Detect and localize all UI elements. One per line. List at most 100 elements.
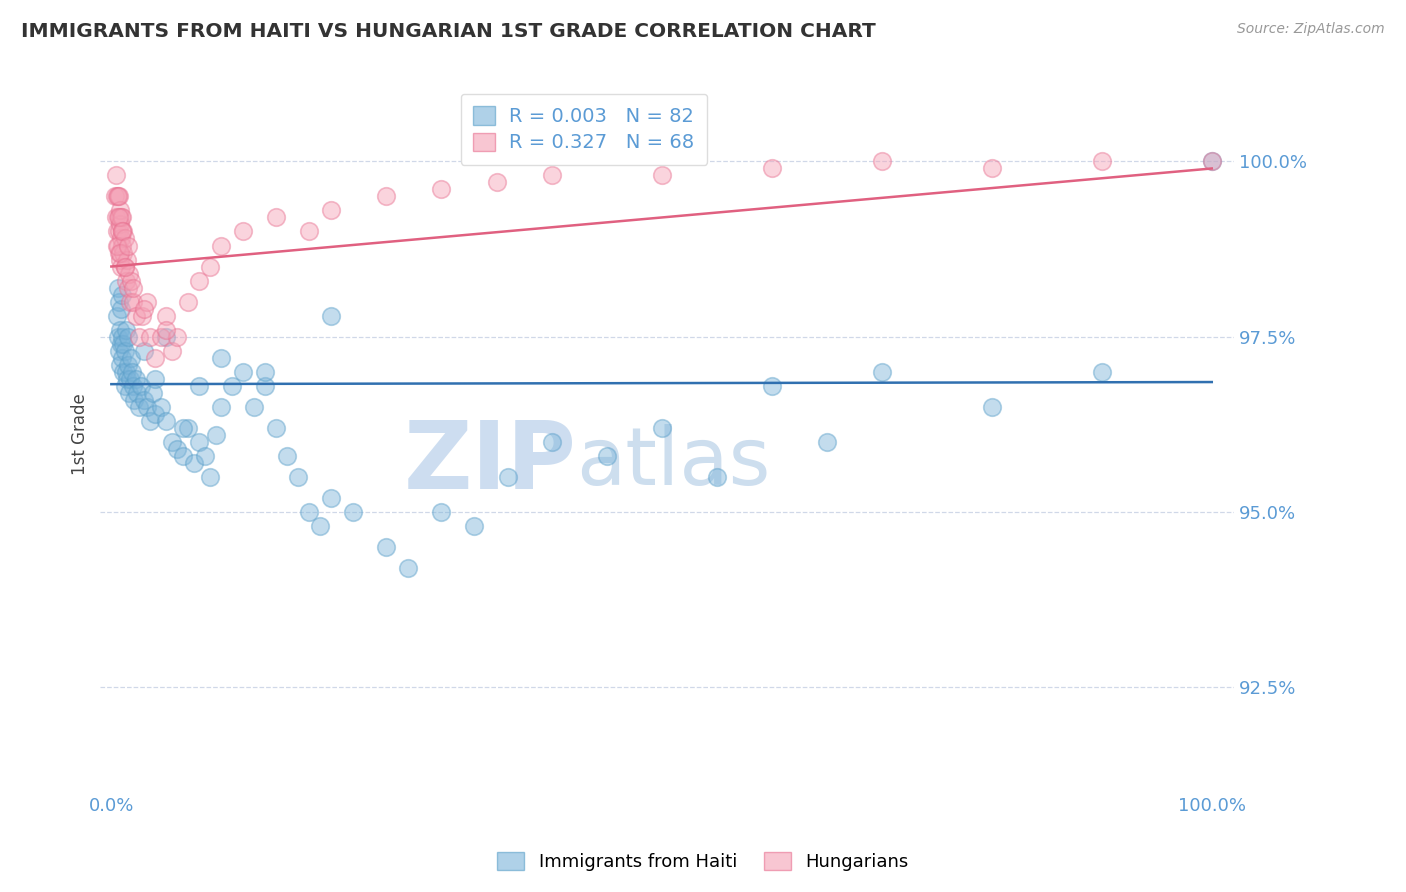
Point (254, 378, 277, 392)
Point (266, 211, 288, 225)
Point (108, 245, 131, 260)
Point (117, 238, 139, 252)
Legend: Immigrants from Haiti, Hungarians: Immigrants from Haiti, Hungarians (489, 845, 917, 879)
Point (124, 309, 146, 323)
Point (188, 378, 211, 392)
Point (114, 343, 136, 358)
Text: ZIP: ZIP (404, 417, 576, 509)
Point (1201, 154, 1223, 169)
Point (430, 505, 453, 519)
Point (110, 336, 132, 351)
Point (155, 329, 177, 343)
Point (110, 231, 132, 245)
Point (595, 449, 617, 463)
Point (104, 189, 127, 203)
Point (221, 378, 243, 392)
Point (142, 385, 165, 400)
Point (540, 169, 562, 183)
Point (134, 392, 156, 407)
Point (209, 400, 232, 414)
Point (114, 260, 136, 274)
Point (122, 294, 145, 309)
Point (114, 231, 136, 245)
Point (398, 560, 420, 574)
Point (108, 358, 131, 372)
Point (111, 351, 134, 365)
Point (115, 371, 138, 385)
Point (1201, 154, 1223, 169)
Point (145, 351, 167, 365)
Point (145, 407, 167, 421)
Point (105, 189, 128, 203)
Point (107, 329, 129, 343)
Point (105, 225, 128, 239)
Point (160, 343, 183, 358)
Point (134, 301, 156, 316)
Y-axis label: 1st Grade: 1st Grade (72, 393, 89, 475)
Legend: R = 0.003   N = 82, R = 0.327   N = 68: R = 0.003 N = 82, R = 0.327 N = 68 (461, 94, 707, 165)
Point (122, 280, 145, 294)
Point (321, 203, 343, 218)
Point (114, 273, 136, 287)
Point (114, 365, 136, 379)
Point (118, 385, 141, 400)
Point (232, 365, 254, 379)
Point (149, 400, 172, 414)
Point (155, 322, 177, 336)
Point (117, 358, 139, 372)
Point (375, 540, 398, 554)
Point (155, 413, 177, 427)
Point (125, 385, 148, 400)
Point (110, 301, 132, 316)
Point (149, 329, 172, 343)
Point (135, 294, 157, 309)
Point (309, 518, 332, 533)
Point (135, 400, 157, 414)
Point (104, 169, 127, 183)
Point (172, 449, 194, 463)
Point (321, 491, 343, 505)
Text: atlas: atlas (576, 424, 770, 502)
Point (115, 252, 138, 267)
Point (139, 413, 162, 427)
Point (112, 245, 135, 260)
Point (124, 392, 146, 407)
Point (105, 238, 128, 252)
Point (128, 400, 150, 414)
Point (243, 400, 266, 414)
Point (1091, 154, 1114, 169)
Point (122, 378, 145, 392)
Point (172, 420, 194, 434)
Point (112, 365, 135, 379)
Point (651, 420, 673, 434)
Point (107, 280, 129, 294)
Point (232, 225, 254, 239)
Point (266, 420, 288, 434)
Point (108, 245, 131, 260)
Point (254, 365, 277, 379)
Point (375, 189, 398, 203)
Point (124, 371, 146, 385)
Point (108, 294, 131, 309)
Point (194, 449, 217, 463)
Point (108, 189, 131, 203)
Point (298, 225, 321, 239)
Point (120, 273, 142, 287)
Point (111, 211, 134, 225)
Point (177, 420, 200, 434)
Text: Source: ZipAtlas.com: Source: ZipAtlas.com (1237, 22, 1385, 37)
Point (139, 329, 162, 343)
Point (205, 427, 228, 442)
Point (761, 378, 783, 392)
Point (155, 309, 177, 323)
Point (761, 161, 783, 176)
Point (540, 434, 562, 449)
Point (870, 154, 893, 169)
Point (209, 238, 232, 252)
Point (1091, 365, 1114, 379)
Point (980, 161, 1002, 176)
Point (111, 287, 134, 301)
Point (287, 469, 309, 483)
Point (111, 329, 134, 343)
Point (188, 434, 211, 449)
